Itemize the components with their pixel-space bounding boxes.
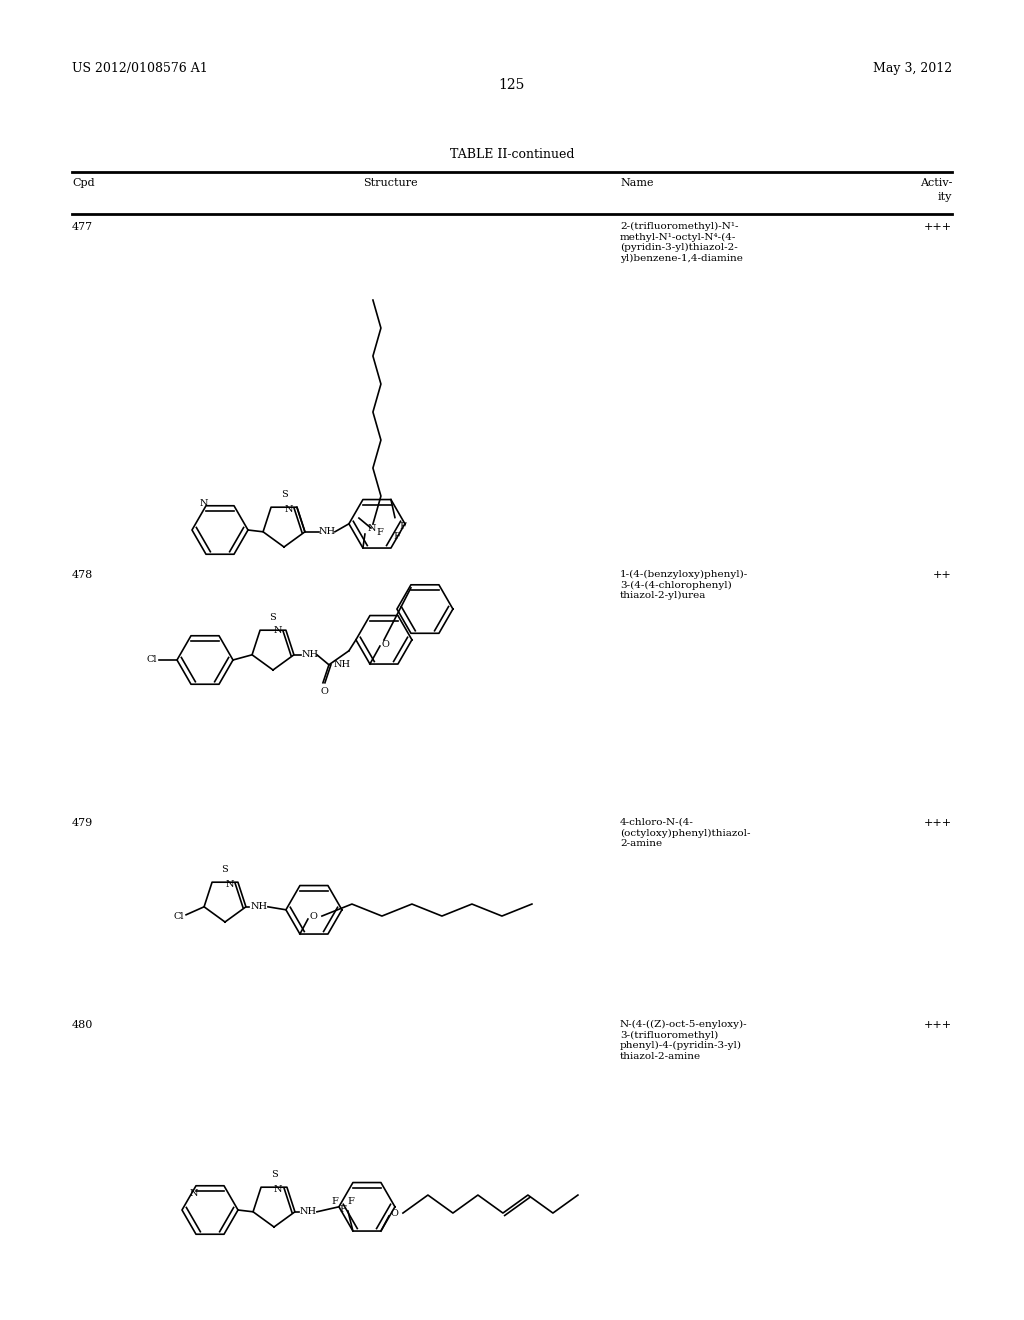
Text: NH: NH [334,660,351,669]
Text: 477: 477 [72,222,93,232]
Text: US 2012/0108576 A1: US 2012/0108576 A1 [72,62,208,75]
Text: 1-(4-(benzyloxy)phenyl)-
3-(4-(4-chlorophenyl)
thiazol-2-yl)urea: 1-(4-(benzyloxy)phenyl)- 3-(4-(4-chlorop… [620,570,749,601]
Text: Cl: Cl [146,656,157,664]
Text: S: S [281,490,288,499]
Text: +++: +++ [924,222,952,232]
Text: N: N [273,1185,282,1193]
Text: S: S [221,865,228,874]
Text: 125: 125 [499,78,525,92]
Text: ity: ity [938,191,952,202]
Text: O: O [310,912,317,920]
Text: Cpd: Cpd [72,178,94,187]
Text: NH: NH [318,527,336,536]
Text: S: S [270,1170,278,1179]
Text: NH: NH [302,651,319,659]
Text: O: O [382,640,390,648]
Text: +++: +++ [924,1020,952,1030]
Text: N: N [368,524,377,532]
Text: F: F [332,1197,338,1206]
Text: N: N [273,626,282,635]
Text: 4-chloro-N-(4-
(octyloxy)phenyl)thiazol-
2-amine: 4-chloro-N-(4- (octyloxy)phenyl)thiazol-… [620,818,751,847]
Text: NH: NH [300,1208,317,1216]
Text: 479: 479 [72,818,93,828]
Text: F: F [399,521,406,531]
Text: 480: 480 [72,1020,93,1030]
Text: 478: 478 [72,570,93,579]
Text: ++: ++ [933,570,952,579]
Text: O: O [321,686,329,696]
Text: N: N [189,1189,199,1197]
Text: Structure: Structure [362,178,418,187]
Text: TABLE II-continued: TABLE II-continued [450,148,574,161]
Text: N-(4-((Z)-oct-5-enyloxy)-
3-(trifluoromethyl)
phenyl)-4-(pyridin-3-yl)
thiazol-2: N-(4-((Z)-oct-5-enyloxy)- 3-(trifluorome… [620,1020,748,1061]
Text: O: O [391,1209,398,1217]
Text: May 3, 2012: May 3, 2012 [872,62,952,75]
Text: F: F [393,532,399,541]
Text: N: N [285,504,293,513]
Text: +++: +++ [924,818,952,828]
Text: 2-(trifluoromethyl)-N¹-
methyl-N¹-octyl-N⁴-(4-
(pyridin-3-yl)thiazol-2-
yl)benze: 2-(trifluoromethyl)-N¹- methyl-N¹-octyl-… [620,222,742,263]
Text: F: F [347,1197,354,1206]
Text: Name: Name [620,178,653,187]
Text: N: N [200,499,208,508]
Text: F: F [340,1205,346,1214]
Text: Cl: Cl [174,912,184,921]
Text: N: N [225,879,233,888]
Text: F: F [376,528,383,536]
Text: NH: NH [251,903,268,911]
Text: Activ-: Activ- [920,178,952,187]
Text: S: S [269,612,276,622]
